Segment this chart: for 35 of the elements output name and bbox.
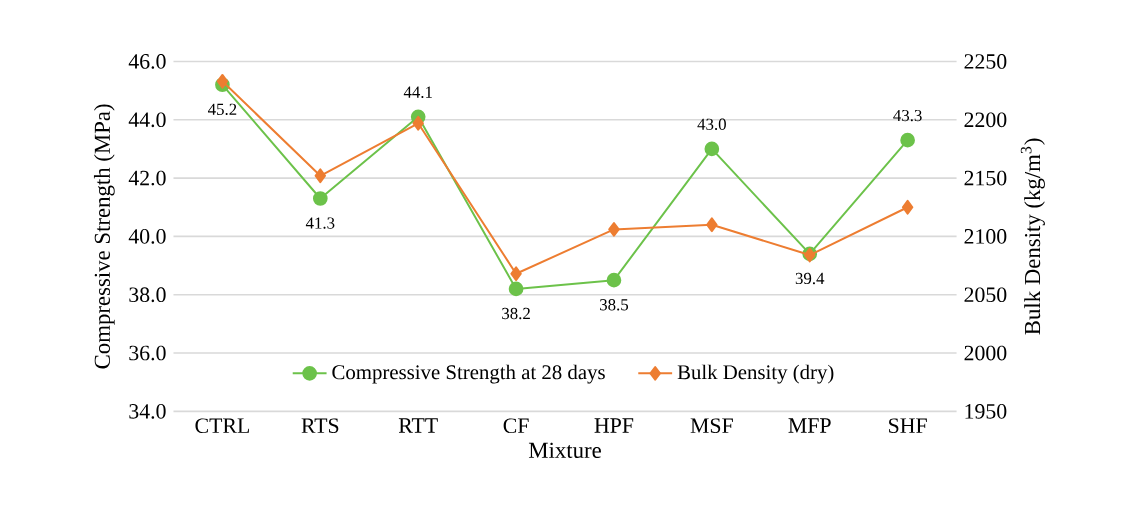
y2-tick-label: 1950 bbox=[965, 403, 1007, 419]
y2-tick-label: 2050 bbox=[964, 287, 1007, 302]
y2-tick-label: 2250 bbox=[964, 53, 1007, 69]
y-tick-label: 38.0 bbox=[129, 287, 166, 302]
y2-tick-label: 2150 bbox=[964, 170, 1007, 186]
x-tick-label: MSF bbox=[690, 418, 733, 433]
legend-label: Compressive Strength at 28 days bbox=[332, 364, 605, 384]
data-label: 45.2 bbox=[208, 103, 237, 115]
y-tick-label: 36.0 bbox=[129, 345, 166, 361]
x-tick-label: HPF bbox=[594, 418, 634, 433]
y-tick-label: 34.0 bbox=[129, 403, 166, 419]
x-tick-label: CTRL bbox=[195, 418, 249, 433]
y-tick-label: 44.0 bbox=[128, 112, 166, 128]
y2-tick-label: 2100 bbox=[964, 228, 1007, 244]
x-tick-label: CF bbox=[503, 418, 529, 433]
data-label: 39.4 bbox=[795, 272, 825, 285]
data-label: 41.3 bbox=[305, 217, 335, 229]
legend-label: Bulk Density (dry) bbox=[677, 364, 834, 384]
data-label: 38.2 bbox=[502, 307, 530, 320]
y2-tick-label: 2000 bbox=[964, 345, 1007, 361]
y2-axis-title: Bulk Density (kg/m$^{3}$) bbox=[1020, 138, 1045, 335]
data-label: 43.0 bbox=[697, 118, 726, 130]
y-tick-label: 46.0 bbox=[128, 53, 166, 69]
x-tick-label: MFP bbox=[788, 418, 831, 433]
y2-tick-label: 2200 bbox=[964, 112, 1007, 127]
x-tick-label: RTT bbox=[398, 418, 438, 433]
y-tick-label: 40.0 bbox=[128, 228, 166, 244]
data-label: 38.5 bbox=[600, 298, 629, 311]
x-tick-label: RTS bbox=[301, 418, 339, 433]
data-label: 43.3 bbox=[893, 109, 922, 122]
y-tick-label: 42.0 bbox=[128, 170, 166, 186]
x-axis-title: Mixture bbox=[528, 442, 601, 458]
y-axis-title: Compressive Strength (MPa) bbox=[93, 104, 115, 369]
x-tick-label: SHF bbox=[889, 418, 927, 433]
data-label: 44.1 bbox=[403, 86, 432, 98]
